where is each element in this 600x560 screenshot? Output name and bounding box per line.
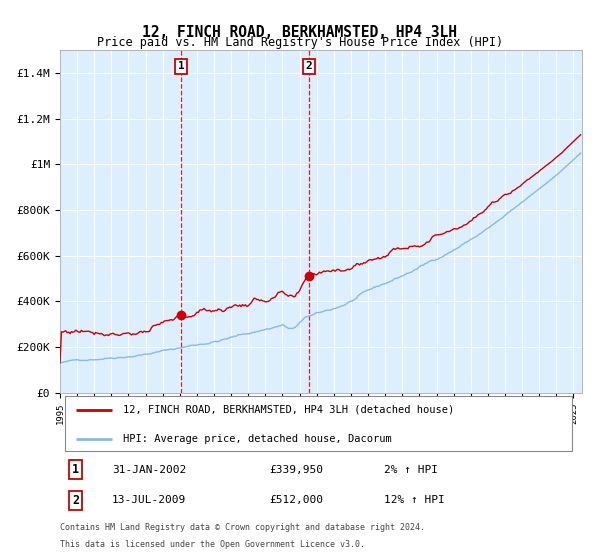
Text: £512,000: £512,000 xyxy=(269,496,323,506)
Text: 13-JUL-2009: 13-JUL-2009 xyxy=(112,496,187,506)
Text: £339,950: £339,950 xyxy=(269,465,323,475)
Text: 2: 2 xyxy=(72,494,79,507)
Text: HPI: Average price, detached house, Dacorum: HPI: Average price, detached house, Daco… xyxy=(122,434,391,444)
Text: 12% ↑ HPI: 12% ↑ HPI xyxy=(383,496,445,506)
Text: Price paid vs. HM Land Registry's House Price Index (HPI): Price paid vs. HM Land Registry's House … xyxy=(97,36,503,49)
Text: 1: 1 xyxy=(178,62,185,71)
Text: 12, FINCH ROAD, BERKHAMSTED, HP4 3LH (detached house): 12, FINCH ROAD, BERKHAMSTED, HP4 3LH (de… xyxy=(122,405,454,415)
Text: 2% ↑ HPI: 2% ↑ HPI xyxy=(383,465,437,475)
Text: 12, FINCH ROAD, BERKHAMSTED, HP4 3LH: 12, FINCH ROAD, BERKHAMSTED, HP4 3LH xyxy=(143,25,458,40)
Text: 1: 1 xyxy=(72,463,79,476)
Text: 2: 2 xyxy=(305,62,312,71)
FancyBboxPatch shape xyxy=(65,396,572,451)
Text: Contains HM Land Registry data © Crown copyright and database right 2024.: Contains HM Land Registry data © Crown c… xyxy=(60,522,425,531)
Text: This data is licensed under the Open Government Licence v3.0.: This data is licensed under the Open Gov… xyxy=(60,540,365,549)
Text: 31-JAN-2002: 31-JAN-2002 xyxy=(112,465,187,475)
